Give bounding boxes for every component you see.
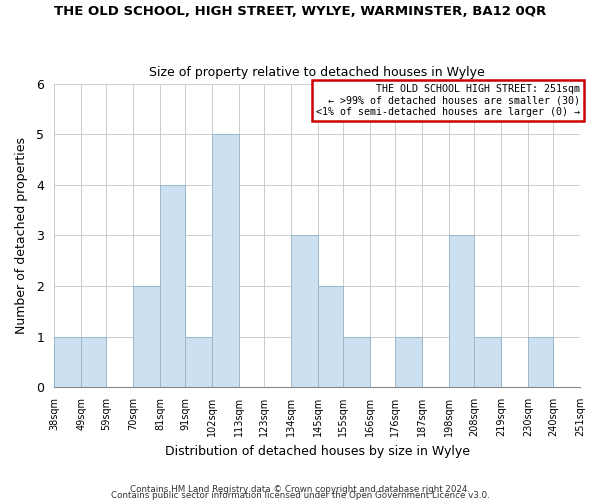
Bar xyxy=(81,336,106,387)
Bar xyxy=(54,336,81,387)
Bar xyxy=(474,336,501,387)
Title: Size of property relative to detached houses in Wylye: Size of property relative to detached ho… xyxy=(149,66,485,78)
Bar xyxy=(343,336,370,387)
Text: THE OLD SCHOOL HIGH STREET: 251sqm
← >99% of detached houses are smaller (30)
<1: THE OLD SCHOOL HIGH STREET: 251sqm ← >99… xyxy=(316,84,580,117)
Bar xyxy=(318,286,343,387)
Bar xyxy=(212,134,239,387)
Bar xyxy=(133,286,160,387)
Bar xyxy=(395,336,422,387)
Bar xyxy=(185,336,212,387)
Bar xyxy=(449,236,474,387)
Y-axis label: Number of detached properties: Number of detached properties xyxy=(15,137,28,334)
Text: Contains HM Land Registry data © Crown copyright and database right 2024.: Contains HM Land Registry data © Crown c… xyxy=(130,484,470,494)
Bar xyxy=(528,336,553,387)
Bar xyxy=(160,185,185,387)
X-axis label: Distribution of detached houses by size in Wylye: Distribution of detached houses by size … xyxy=(164,444,470,458)
Text: Contains public sector information licensed under the Open Government Licence v3: Contains public sector information licen… xyxy=(110,491,490,500)
Text: THE OLD SCHOOL, HIGH STREET, WYLYE, WARMINSTER, BA12 0QR: THE OLD SCHOOL, HIGH STREET, WYLYE, WARM… xyxy=(54,5,546,18)
Bar xyxy=(291,236,318,387)
